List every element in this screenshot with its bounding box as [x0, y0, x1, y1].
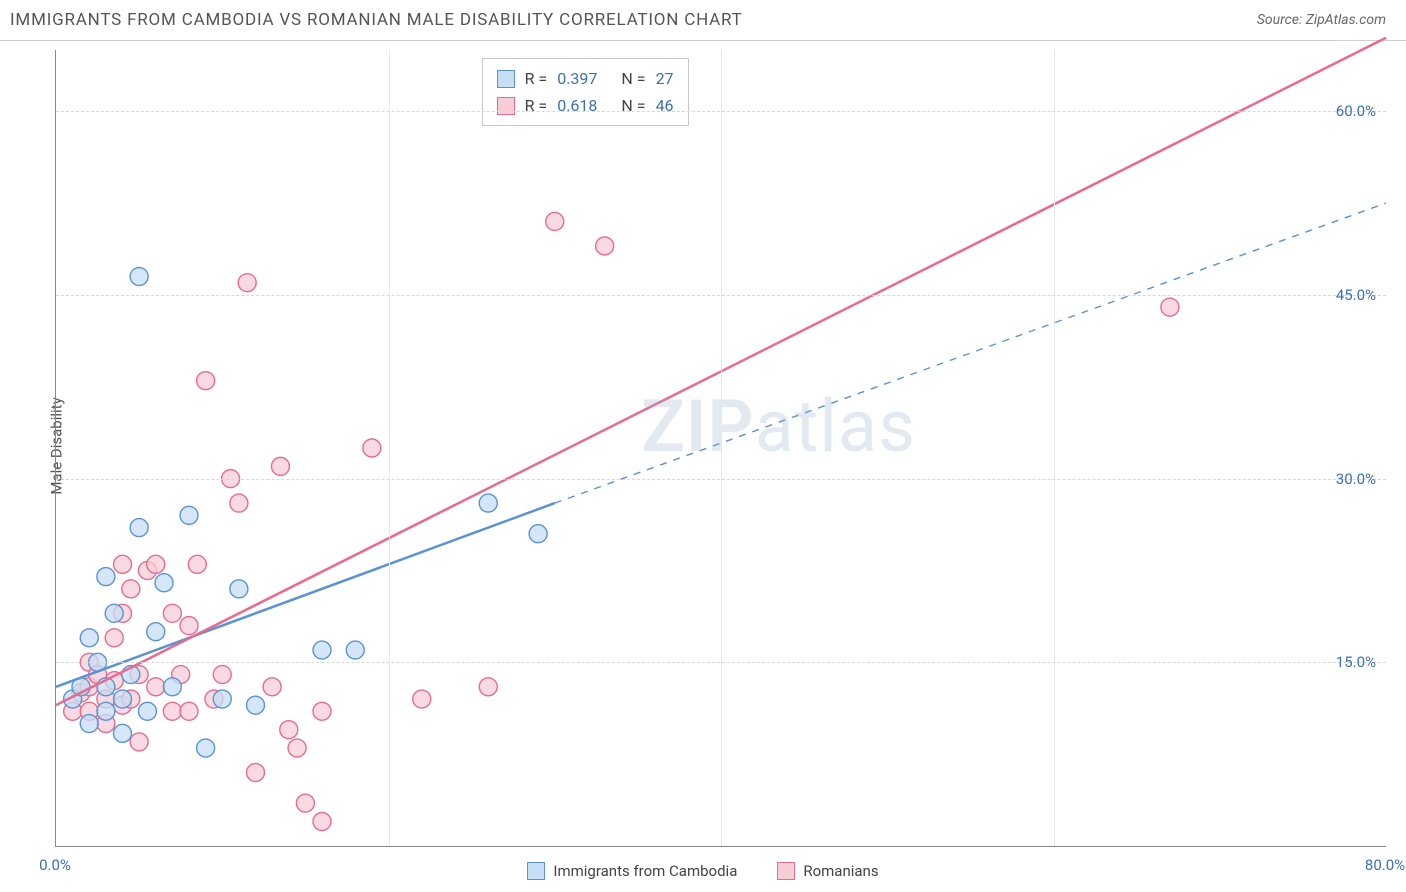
data-point [138, 702, 156, 720]
gridline-v [1054, 50, 1055, 846]
data-point [529, 525, 547, 543]
data-point [479, 494, 497, 512]
chart-plot-area: ZIPatlas R = 0.397 N = 27 R = 0.618 N = … [55, 50, 1386, 847]
data-point [247, 764, 265, 782]
x-legend: Immigrants from Cambodia Romanians [0, 862, 1406, 880]
data-point [163, 678, 181, 696]
data-point [288, 739, 306, 757]
data-point [296, 794, 314, 812]
legend-item-a: Immigrants from Cambodia [527, 862, 737, 880]
x-tick-label: 80.0% [1365, 856, 1405, 874]
data-point [80, 715, 98, 733]
data-point [130, 519, 148, 537]
legend-label-a: Immigrants from Cambodia [553, 862, 737, 880]
legend-item-b: Romanians [777, 862, 878, 880]
data-point [147, 623, 165, 641]
data-point [479, 678, 497, 696]
data-point [122, 580, 140, 598]
y-tick-label: 15.0% [1336, 653, 1376, 671]
y-tick-label: 30.0% [1336, 470, 1376, 488]
data-point [147, 678, 165, 696]
data-point [271, 457, 289, 475]
data-point [97, 702, 115, 720]
y-tick-label: 45.0% [1336, 286, 1376, 304]
data-point [596, 237, 614, 255]
data-point [238, 274, 256, 292]
legend-n-value: 27 [656, 65, 674, 92]
legend-r-value: 0.618 [557, 92, 597, 119]
data-point [247, 696, 265, 714]
swatch-b [777, 862, 795, 880]
data-point [413, 690, 431, 708]
chart-title: IMMIGRANTS FROM CAMBODIA VS ROMANIAN MAL… [10, 10, 743, 30]
data-point [363, 439, 381, 457]
data-point [1161, 298, 1179, 316]
data-point [346, 641, 364, 659]
legend-row: R = 0.618 N = 46 [497, 92, 674, 119]
data-point [546, 212, 564, 230]
legend-r-label: R = [525, 65, 548, 92]
correlation-legend: R = 0.397 N = 27 R = 0.618 N = 46 [482, 58, 689, 126]
data-point [230, 494, 248, 512]
data-point [114, 690, 132, 708]
trendline-a-dash [555, 203, 1386, 503]
swatch-a [527, 862, 545, 880]
data-point [213, 666, 231, 684]
legend-label-b: Romanians [803, 862, 878, 880]
data-point [180, 702, 198, 720]
data-point [213, 690, 231, 708]
y-tick-label: 60.0% [1336, 102, 1376, 120]
data-point [230, 580, 248, 598]
data-point [105, 604, 123, 622]
data-point [163, 702, 181, 720]
legend-n-value: 46 [656, 92, 674, 119]
data-point [313, 641, 331, 659]
data-point [130, 268, 148, 286]
legend-n-label: N = [621, 65, 645, 92]
legend-row: R = 0.397 N = 27 [497, 65, 674, 92]
data-point [280, 721, 298, 739]
data-point [155, 574, 173, 592]
data-point [180, 506, 198, 524]
data-point [130, 733, 148, 751]
data-point [147, 555, 165, 573]
chart-header: IMMIGRANTS FROM CAMBODIA VS ROMANIAN MAL… [0, 0, 1406, 41]
data-point [80, 629, 98, 647]
gridline-v [389, 50, 390, 846]
data-point [197, 372, 215, 390]
legend-r-label: R = [525, 92, 548, 119]
data-point [105, 629, 123, 647]
data-point [114, 724, 132, 742]
data-point [313, 813, 331, 831]
x-tick-label: 0.0% [39, 856, 71, 874]
data-point [313, 702, 331, 720]
data-point [163, 604, 181, 622]
data-point [97, 568, 115, 586]
data-point [197, 739, 215, 757]
chart-source: Source: ZipAtlas.com [1257, 12, 1386, 28]
legend-n-label: N = [621, 92, 645, 119]
data-point [180, 617, 198, 635]
data-point [263, 678, 281, 696]
gridline-v [721, 50, 722, 846]
data-point [114, 555, 132, 573]
data-point [188, 555, 206, 573]
legend-r-value: 0.397 [557, 65, 597, 92]
legend-swatch [497, 70, 515, 88]
